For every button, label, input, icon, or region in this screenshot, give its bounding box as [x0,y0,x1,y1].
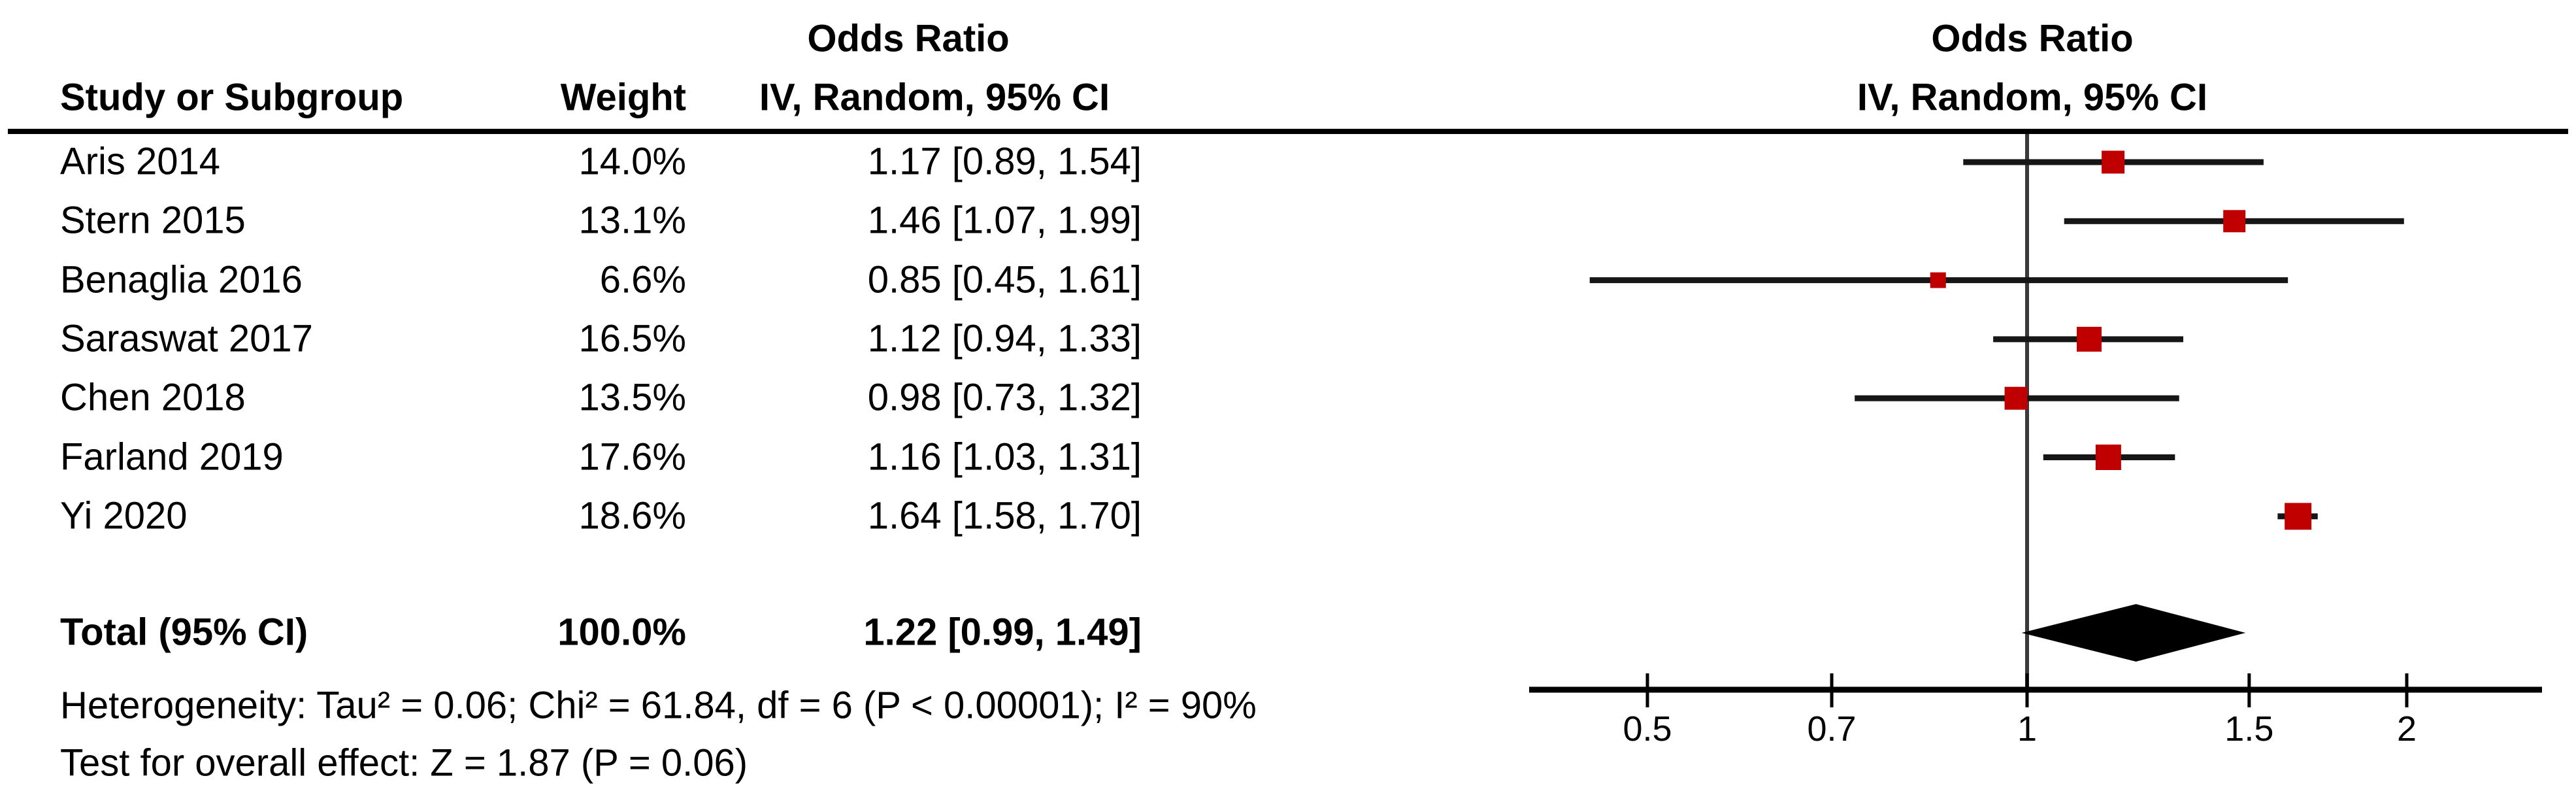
study-ci-text: 1.46 [1.07, 1.99] [867,199,1142,242]
overall-effect-text: Test for overall effect: Z = 1.87 (P = 0… [60,741,748,785]
study-name: Farland 2019 [60,435,284,479]
effect-square [1930,272,1946,288]
effect-square [2004,386,2028,410]
effect-square [2095,445,2121,470]
plot-effect-subtitle: IV, Random, 95% CI [1857,76,2208,119]
study-ci-text: 0.85 [0.45, 1.61] [867,258,1142,301]
header-rule [8,129,2568,134]
study-name: Yi 2020 [60,494,188,537]
x-axis-line [1529,686,2542,693]
heterogeneity-text: Heterogeneity: Tau² = 0.06; Chi² = 61.84… [60,684,1257,727]
effect-square [2285,503,2312,530]
pooled-effect-diamond [2021,604,2246,662]
effect-square [2076,326,2102,352]
study-weight: 18.6% [578,494,686,537]
total-label: Total (95% CI) [60,611,308,654]
study-name: Benaglia 2016 [60,258,303,301]
study-ci-text: 1.16 [1.03, 1.31] [867,435,1142,479]
weight-column-header: Weight [560,76,686,119]
study-name: Chen 2018 [60,376,246,419]
study-ci-text: 0.98 [0.73, 1.32] [867,376,1142,419]
axis-tick [1645,673,1649,707]
study-ci-text: 1.12 [0.94, 1.33] [867,317,1142,360]
total-ci-text: 1.22 [0.99, 1.49] [863,611,1142,654]
study-name: Saraswat 2017 [60,317,313,360]
left-effect-subtitle: IV, Random, 95% CI [759,76,1110,119]
axis-tick-label: 0.7 [1807,709,1857,749]
study-weight: 6.6% [599,258,686,301]
null-effect-line [2025,134,2029,690]
axis-tick [1830,673,1834,707]
axis-tick [2025,673,2029,707]
axis-tick-label: 1 [2017,709,2038,749]
effect-square [2223,210,2246,233]
axis-tick-label: 1.5 [2224,709,2274,749]
axis-tick-label: 0.5 [1623,709,1672,749]
study-weight: 13.5% [578,376,686,419]
study-weight: 17.6% [578,435,686,479]
study-ci-text: 1.17 [0.89, 1.54] [867,140,1142,183]
left-effect-title: Odds Ratio [807,17,1010,60]
study-weight: 14.0% [578,140,686,183]
study-name: Stern 2015 [60,199,246,242]
plot-effect-title: Odds Ratio [1931,17,2134,60]
axis-tick [2247,673,2251,707]
total-weight: 100.0% [557,611,686,654]
axis-tick-label: 2 [2396,709,2417,749]
study-ci-text: 1.64 [1.58, 1.70] [867,494,1142,537]
study-name: Aris 2014 [60,140,221,183]
axis-tick [2405,673,2409,707]
study-weight: 16.5% [578,317,686,360]
study-column-header: Study or Subgroup [60,76,404,119]
effect-square [2102,150,2125,174]
study-weight: 13.1% [578,199,686,242]
